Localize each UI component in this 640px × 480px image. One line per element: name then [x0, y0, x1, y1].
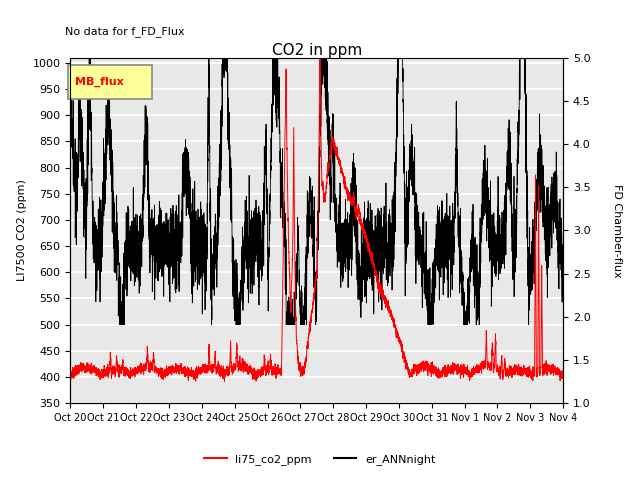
- Y-axis label: LI7500 CO2 (ppm): LI7500 CO2 (ppm): [17, 180, 27, 281]
- FancyBboxPatch shape: [68, 64, 152, 99]
- Text: No data for f_FD_Flux: No data for f_FD_Flux: [65, 26, 185, 37]
- Title: CO2 in ppm: CO2 in ppm: [271, 43, 362, 58]
- Legend: li75_co2_ppm, er_ANNnight: li75_co2_ppm, er_ANNnight: [200, 450, 440, 469]
- Y-axis label: FD Chamber-flux: FD Chamber-flux: [611, 183, 621, 277]
- Text: MB_flux: MB_flux: [76, 77, 124, 87]
